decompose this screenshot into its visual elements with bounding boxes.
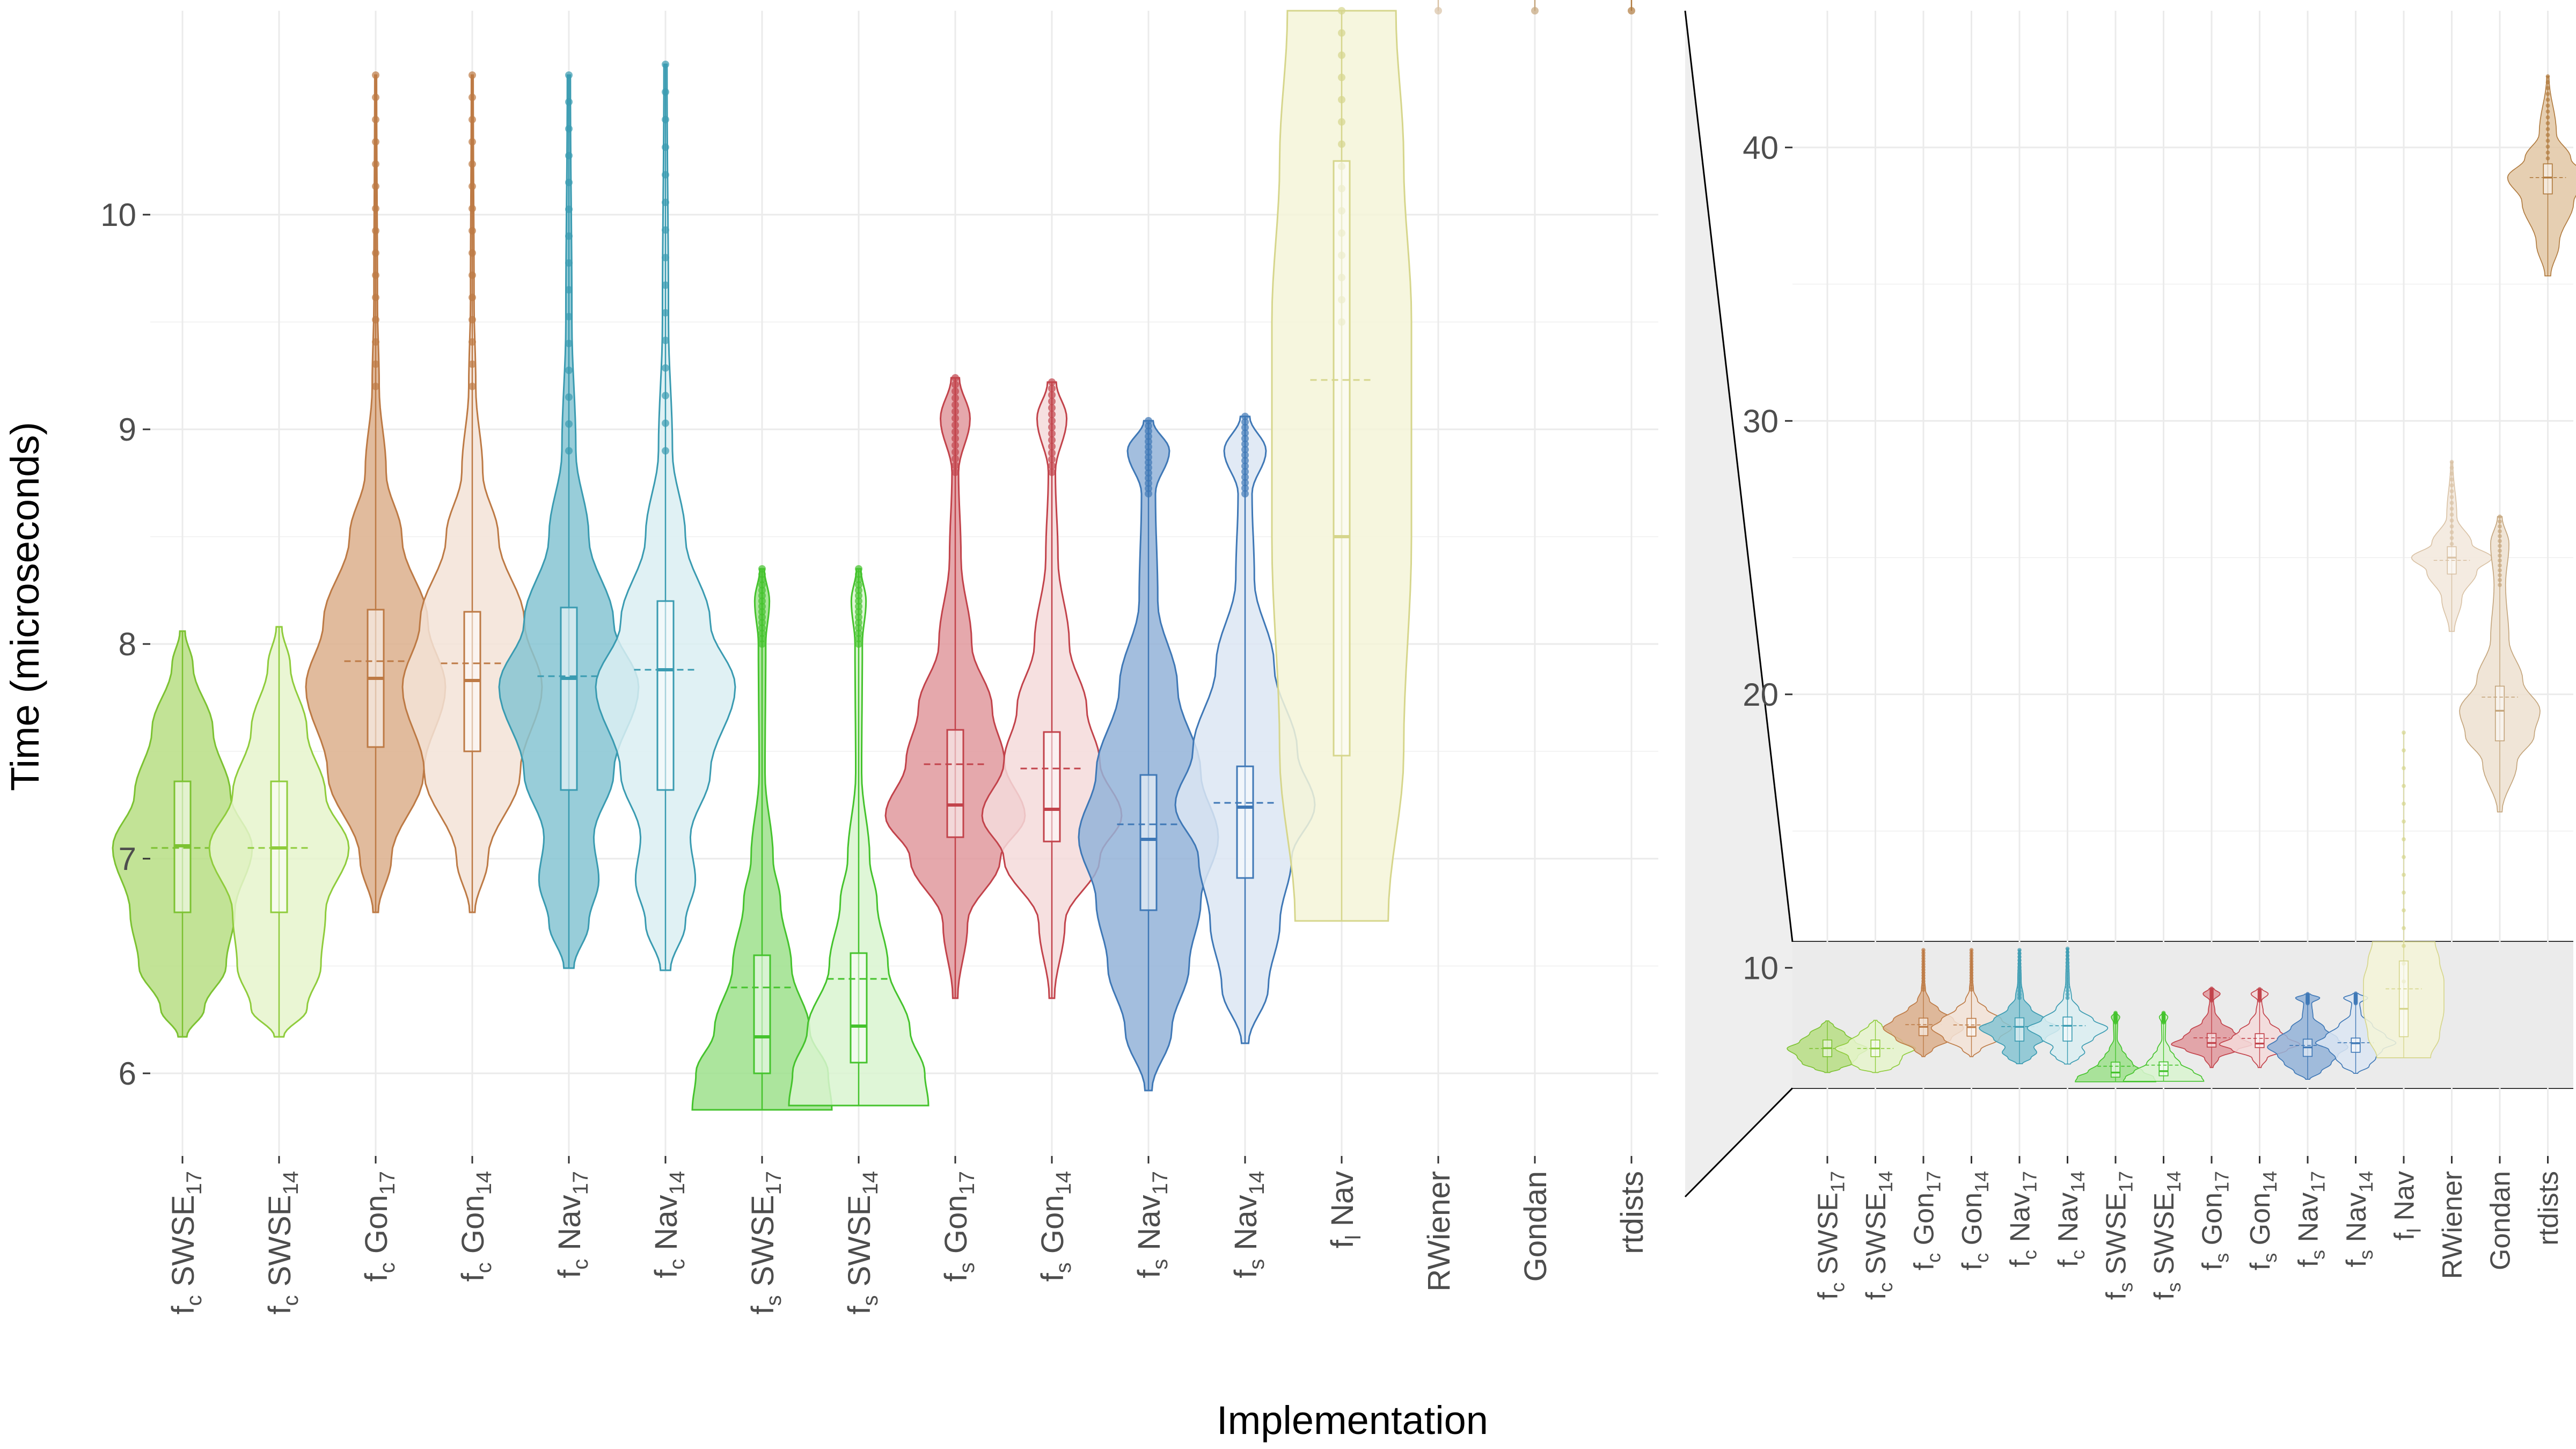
box: [2206, 1033, 2217, 1048]
box: [560, 606, 578, 791]
violin-rwiener: [1435, 0, 1442, 14]
box: [2543, 163, 2553, 195]
box: [753, 954, 771, 1074]
x-tick-label: fl Nav: [1325, 1171, 1365, 1248]
y-tick-label: 30: [1743, 403, 1779, 439]
x-tick-label: fc Gon14: [456, 1171, 496, 1282]
y-tick-label: 20: [1743, 677, 1779, 713]
box: [2158, 1061, 2169, 1077]
box: [1139, 774, 1158, 911]
box: [946, 729, 964, 838]
violin-fc-nav14: [595, 61, 736, 971]
violin-fs-nav14: [1174, 413, 1316, 1044]
x-tick-label: RWiener: [2437, 1171, 2468, 1279]
box: [2255, 1033, 2265, 1048]
main-panel-y-ticks: 6 7 8 9 10: [100, 197, 150, 1092]
x-tick-label: rtdists: [2533, 1171, 2564, 1246]
box: [1043, 731, 1061, 843]
violin-fl-nav: [2363, 730, 2445, 1058]
violin-fs-nav17: [2267, 992, 2348, 1080]
violin-fc-swse17: [1787, 1020, 1868, 1073]
box: [2398, 960, 2409, 1037]
y-tick-label: 40: [1743, 130, 1779, 166]
box: [2014, 1017, 2025, 1042]
y-tick-label: 8: [119, 626, 136, 662]
box: [656, 600, 675, 791]
violin-rtdists: [1628, 0, 1635, 14]
x-tick-label: fc Gon17: [359, 1171, 399, 1282]
connector-bottom-line: [1684, 1087, 1794, 1198]
x-tick-label: fc Gon14: [1957, 1171, 1993, 1270]
violin-fs-nav17: [1078, 417, 1219, 1092]
box: [2351, 1037, 2361, 1053]
main-panel-violins: [112, 0, 1635, 1111]
x-tick-label: fc Nav14: [2053, 1171, 2089, 1267]
zoom-panel-violins: [1787, 74, 2576, 1082]
connector-top-line: [1684, 10, 1794, 942]
violin-fs-swse14: [788, 565, 930, 1107]
outlier-point: [2545, 74, 2550, 79]
box: [2494, 685, 2505, 742]
y-axis-label: Time (microseconds): [3, 422, 47, 791]
x-tick-label: Gondan: [1518, 1171, 1553, 1282]
violin-fl-nav: [1271, 7, 1413, 922]
violin-fc-swse14: [208, 626, 350, 1038]
violin-fs-swse17: [2075, 1011, 2156, 1082]
x-tick-label: fc Nav17: [2005, 1171, 2041, 1267]
violin-fs-gon17: [884, 374, 1026, 999]
x-tick-label: Gondan: [2485, 1171, 2516, 1270]
x-tick-label: fs Nav14: [1228, 1171, 1269, 1278]
x-tick-label: fs Nav14: [2341, 1171, 2377, 1267]
x-tick-label: fc Gon17: [1909, 1171, 1945, 1270]
y-tick-label: 7: [119, 841, 136, 877]
y-tick-label: 9: [119, 412, 136, 448]
box: [2110, 1062, 2121, 1078]
x-tick-label: fc Nav17: [552, 1171, 592, 1278]
x-tick-label: fc SWSE17: [166, 1171, 206, 1315]
box: [2062, 1016, 2073, 1042]
x-tick-label: RWiener: [1422, 1171, 1457, 1292]
x-tick-label: fs Gon14: [2245, 1171, 2281, 1270]
zoom-panel-x-ticks: fc SWSE17 fc SWSE14 fc Gon17 fc Gon14 fc Nav…: [1813, 1156, 2564, 1300]
violin-fs-swse17: [691, 565, 833, 1111]
violin-fc-nav14: [2026, 946, 2109, 1065]
x-tick-label: fs Gon17: [939, 1171, 979, 1282]
x-tick-label: fs SWSE17: [2101, 1171, 2137, 1300]
x-tick-label: fs SWSE14: [842, 1171, 882, 1315]
x-tick-label: fc Nav14: [649, 1171, 689, 1278]
y-tick-label: 10: [100, 197, 136, 233]
violin-rtdists: [2507, 74, 2576, 277]
x-tick-label: fs SWSE14: [2149, 1171, 2185, 1300]
box: [1333, 160, 1351, 757]
x-axis-label: Implementation: [1217, 1398, 1488, 1443]
x-tick-label: fs Nav17: [1132, 1171, 1172, 1278]
x-tick-label: fc SWSE17: [1813, 1171, 1849, 1300]
violin-fc-swse14: [1834, 1020, 1916, 1073]
x-tick-label: rtdists: [1615, 1171, 1650, 1254]
violin-gondan: [1531, 0, 1539, 14]
violin-rwiener: [2411, 459, 2493, 632]
x-tick-label: fc SWSE14: [262, 1171, 303, 1315]
main-panel-x-ticks: fc SWSE17 fc SWSE14 fc Gon17 fc Gon14 fc Nav…: [166, 1156, 1650, 1315]
violin-fc-swse17: [112, 630, 253, 1038]
box: [1236, 765, 1254, 879]
y-tick-label: 10: [1743, 950, 1779, 986]
x-tick-label: fs SWSE17: [745, 1171, 786, 1315]
x-tick-label: fs Gon14: [1035, 1171, 1075, 1282]
y-tick-label: 6: [119, 1056, 136, 1092]
zoom-panel-y-ticks: 10 20 30 40: [1743, 130, 1792, 986]
x-tick-label: fs Nav17: [2293, 1171, 2329, 1267]
x-tick-label: fs Gon17: [2197, 1171, 2233, 1270]
x-tick-label: fc SWSE14: [1861, 1171, 1897, 1300]
violin-gondan: [2459, 514, 2541, 813]
violin-fs-swse14: [2123, 1011, 2205, 1082]
box: [850, 952, 868, 1064]
violin-fc-nav17: [498, 71, 640, 969]
x-tick-label: fl Nav: [2389, 1171, 2425, 1240]
